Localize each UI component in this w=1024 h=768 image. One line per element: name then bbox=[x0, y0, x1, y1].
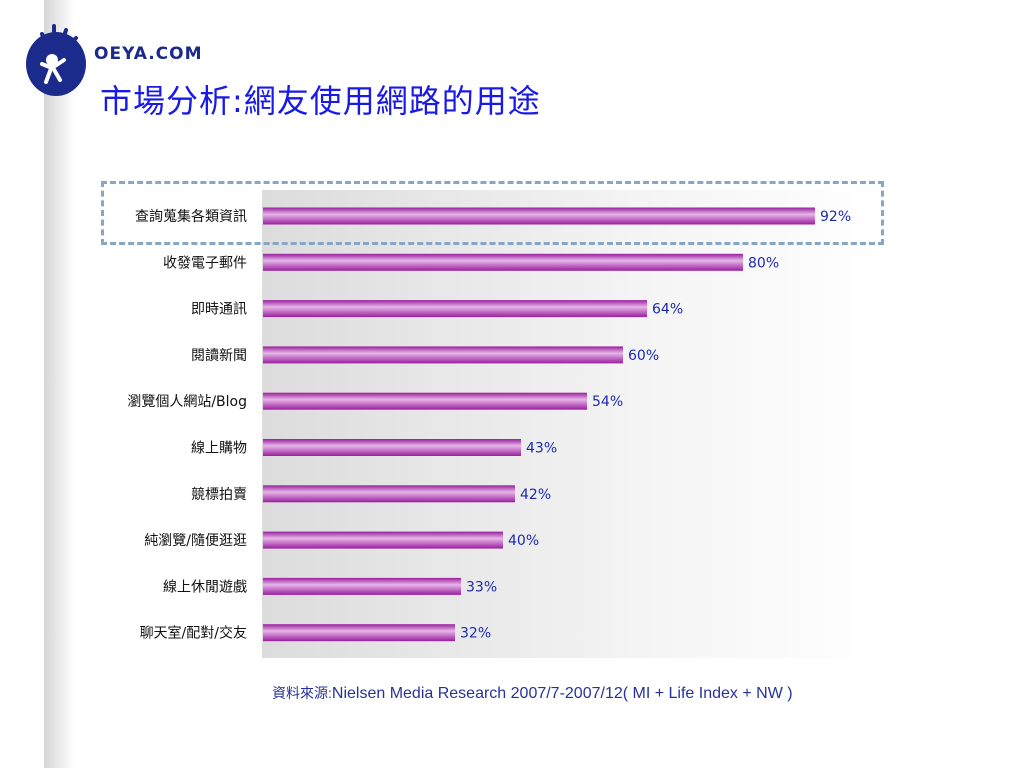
source-note: 資料來源:Nielsen Media Research 2007/7-2007/… bbox=[272, 683, 793, 703]
bar-8 bbox=[263, 531, 503, 549]
category-label-7: 競標拍賣 bbox=[191, 487, 247, 503]
bar-2 bbox=[263, 253, 743, 271]
bar-1 bbox=[263, 207, 815, 225]
bar-5 bbox=[263, 392, 587, 410]
oeya-logo-icon bbox=[26, 24, 86, 96]
highlight-box bbox=[101, 181, 884, 245]
category-label-5: 瀏覽個人網站/Blog bbox=[127, 394, 247, 410]
bar-3 bbox=[263, 300, 647, 318]
category-label-4: 閱讀新聞 bbox=[191, 348, 247, 364]
category-label-6: 線上購物 bbox=[191, 441, 247, 457]
value-label-10: 32% bbox=[460, 626, 491, 642]
value-label-3: 64% bbox=[652, 302, 683, 318]
bar-10 bbox=[263, 624, 455, 642]
category-label-9: 線上休閒遊戲 bbox=[163, 579, 247, 595]
value-label-6: 43% bbox=[526, 441, 557, 457]
category-label-10: 聊天室/配對/交友 bbox=[140, 625, 247, 642]
source-text: Nielsen Media Research 2007/7-2007/12( M… bbox=[331, 685, 793, 702]
category-label-8: 純瀏覽/隨便逛逛 bbox=[144, 533, 247, 549]
value-label-4: 60% bbox=[628, 348, 659, 364]
category-label-2: 收發電子郵件 bbox=[163, 255, 247, 271]
value-label-2: 80% bbox=[748, 255, 779, 271]
value-label-1: 92% bbox=[820, 209, 851, 225]
bar-9 bbox=[263, 577, 461, 595]
brand-name: OEYA.COM bbox=[94, 44, 203, 64]
page-title: 市場分析:網友使用網路的用途 bbox=[100, 82, 541, 120]
bar-6 bbox=[263, 439, 521, 456]
left-decorative-stripe bbox=[44, 0, 74, 768]
value-label-8: 40% bbox=[508, 533, 539, 549]
source-label: 資料來源: bbox=[272, 685, 332, 701]
bar-7 bbox=[263, 485, 515, 503]
category-label-3: 即時通訊 bbox=[191, 302, 247, 318]
bar-4 bbox=[263, 346, 623, 364]
value-label-5: 54% bbox=[592, 394, 623, 410]
value-label-7: 42% bbox=[520, 487, 551, 503]
category-label-1: 查詢蒐集各類資訊 bbox=[135, 208, 247, 225]
value-label-9: 33% bbox=[466, 579, 497, 595]
